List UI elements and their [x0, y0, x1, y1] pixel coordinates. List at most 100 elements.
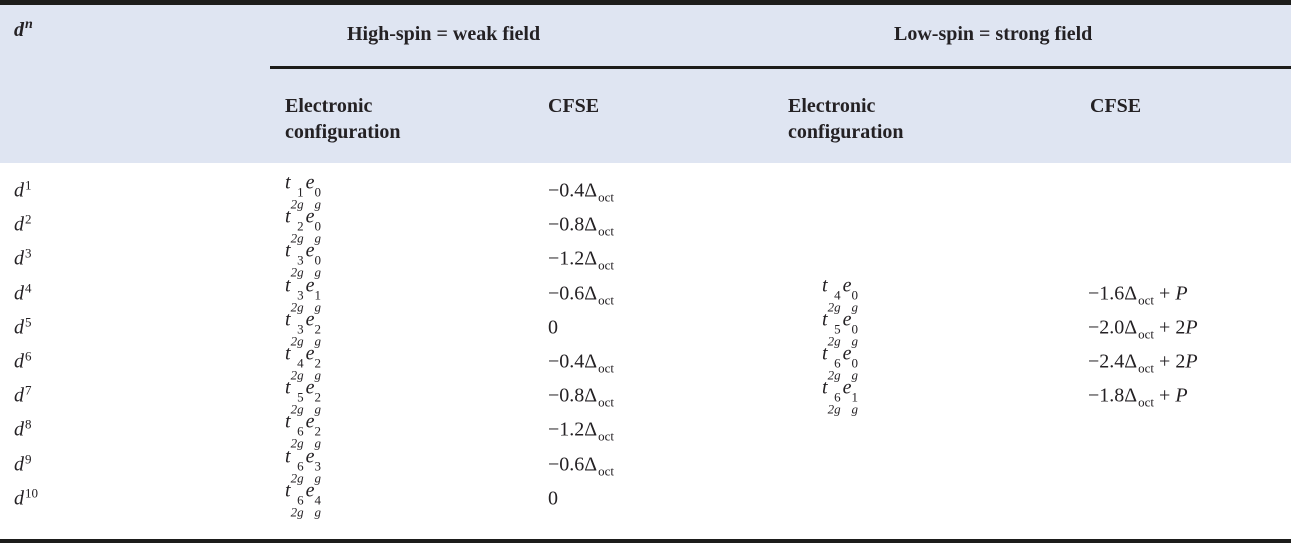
- electron-configuration: t 3 2g e 0 g: [285, 240, 323, 279]
- delta-oct-subscript: oct: [1138, 326, 1155, 342]
- hs-config-cell: t 6 2g e 2 g: [285, 411, 323, 450]
- hs-cfse-cell: −1.2Δoct: [548, 418, 614, 444]
- t-orbital-symbol: t: [285, 410, 291, 433]
- table-row: d3 t 3 2g e 0 g −1.2Δoct: [0, 240, 1291, 279]
- t-orbital-symbol: t: [285, 342, 291, 365]
- t-orbital-symbol: t: [285, 445, 291, 468]
- t2g: 4 2g: [290, 357, 304, 383]
- d-symbol: d: [14, 179, 24, 202]
- t-orbital-symbol: t: [285, 171, 291, 194]
- eg-subscript: g: [314, 299, 321, 315]
- cfse-value: −0.4Δoct: [548, 350, 614, 376]
- t2g-superscript: 2: [297, 218, 304, 234]
- dn-superscript: 8: [25, 416, 32, 432]
- delta-oct-symbol: Δ: [584, 418, 598, 441]
- eg-subscript: g: [314, 470, 321, 486]
- t2g-subscript: 2g: [290, 435, 304, 451]
- delta-oct-subscript: oct: [1138, 394, 1155, 410]
- group-header-rule: [270, 66, 1291, 69]
- hs-config-cell: t 5 2g e 2 g: [285, 377, 323, 416]
- cfse-number: −1.2: [548, 418, 585, 441]
- hs-config-cell: t 6 2g e 3 g: [285, 445, 323, 484]
- dn-superscript: 7: [25, 382, 32, 398]
- header-line: Electronic: [285, 95, 373, 117]
- eg-subscript: g: [314, 230, 321, 246]
- t2g-superscript: 6: [834, 389, 841, 405]
- t2g-superscript: 6: [297, 492, 304, 508]
- cfse-number: 0: [548, 487, 558, 510]
- t2g-superscript: 1: [297, 184, 304, 200]
- delta-oct-symbol: Δ: [584, 282, 598, 305]
- hs-cfse-cell: 0: [548, 316, 558, 339]
- delta-oct-symbol: Δ: [584, 350, 598, 373]
- cfse-number: −1.2: [548, 247, 585, 270]
- d-symbol: d: [14, 213, 24, 236]
- table-row: d4 t 3 2g e 1 g −0.6Δoct t 4 2g e 0 g −1.6Δoct + P: [0, 274, 1291, 315]
- eg-subscript: g: [851, 401, 858, 417]
- ls-cfse-column-header: CFSE: [1090, 95, 1142, 117]
- electron-configuration: t 6 2g e 1 g: [822, 377, 860, 416]
- dn-superscript: 10: [25, 485, 38, 501]
- eg-superscript: 0: [314, 184, 321, 200]
- hs-cfse-cell: −0.6Δoct: [548, 282, 614, 307]
- hs-cfse-cell: −0.4Δoct: [548, 180, 614, 205]
- t2g-superscript: 3: [297, 252, 304, 268]
- t2g: 5 2g: [828, 322, 841, 347]
- electron-configuration: t 6 2g e 3 g: [285, 445, 323, 484]
- t2g-subscript: 2g: [290, 230, 304, 246]
- delta-oct-subscript: oct: [598, 223, 615, 239]
- t2g-subscript: 2g: [827, 367, 841, 383]
- cfse-number: −1.6: [1088, 282, 1125, 305]
- dn-superscript: 5: [25, 314, 32, 330]
- dn-superscript: 6: [25, 348, 32, 364]
- t2g: 6 2g: [291, 492, 304, 518]
- t2g-subscript: 2g: [290, 367, 304, 383]
- delta-oct-symbol: Δ: [584, 247, 598, 270]
- eg-superscript: 0: [851, 287, 858, 303]
- t2g: 6 2g: [827, 357, 841, 383]
- ls-cfse-cell: −2.4Δoct + 2P: [1088, 351, 1198, 376]
- t-orbital-symbol: t: [822, 274, 828, 297]
- hs-cfse-cell: 0: [548, 487, 558, 510]
- dn-cell: d1: [14, 177, 32, 203]
- dn-superscript: 2: [25, 211, 32, 227]
- hs-cfse-column-header: CFSE: [548, 95, 600, 117]
- e-orbital-symbol: e: [842, 308, 852, 331]
- dn-superscript: 1: [25, 177, 32, 193]
- electron-configuration: t 6 2g e 4 g: [285, 479, 323, 518]
- dn-superscript: 4: [25, 280, 32, 296]
- header-line: configuration: [788, 121, 904, 143]
- table-bottom-rule: [0, 539, 1291, 543]
- electron-configuration: t 2 2g e 0 g: [285, 206, 323, 245]
- dn-column-header: dn: [14, 17, 33, 42]
- eg-subscript: g: [314, 504, 321, 520]
- t-orbital-symbol: t: [822, 342, 828, 365]
- cfse-value: −2.0Δoct + 2P: [1088, 316, 1198, 342]
- hs-config-cell: t 1 2g e 0 g: [285, 172, 323, 211]
- cfse-number: −0.6: [548, 282, 585, 305]
- eg-superscript: 0: [314, 252, 321, 268]
- hs-cfse-cell: −0.6Δoct: [548, 453, 614, 478]
- t2g: 1 2g: [291, 184, 304, 211]
- eg-superscript: 3: [314, 458, 321, 474]
- e-orbital-symbol: e: [305, 171, 315, 194]
- table-row: d9 t 6 2g e 3 g −0.6Δoct: [0, 445, 1291, 484]
- eg-subscript: g: [314, 264, 321, 280]
- d-symbol: d: [14, 350, 24, 373]
- hs-cfse-cell: −1.2Δoct: [548, 247, 614, 273]
- cfse-value: 0: [548, 316, 558, 338]
- high-spin-group-header: High-spin = weak field: [347, 23, 541, 45]
- hs-config-cell: t 2 2g e 0 g: [285, 206, 323, 245]
- t2g-superscript: 3: [297, 287, 304, 303]
- cfse-number: 0: [548, 316, 558, 339]
- d-symbol: d: [14, 453, 24, 476]
- cfse-number: −0.8: [548, 213, 585, 236]
- delta-oct-subscript: oct: [598, 394, 615, 410]
- dn-cell: d8: [14, 416, 32, 442]
- hs-config-cell: t 3 2g e 0 g: [285, 240, 323, 279]
